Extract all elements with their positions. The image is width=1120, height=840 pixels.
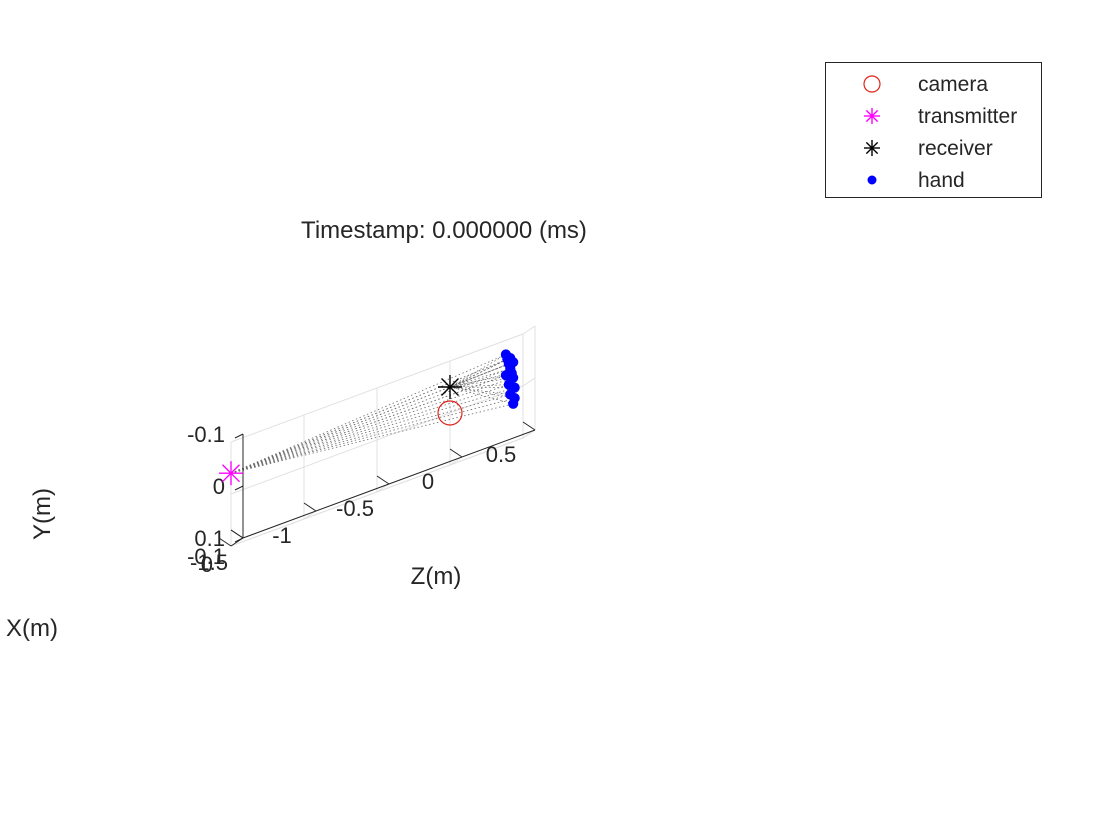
signal-path <box>449 368 511 388</box>
signal-path <box>449 386 515 389</box>
x-tick-label: 0 <box>201 552 213 577</box>
x-tick <box>230 529 244 539</box>
axes <box>218 421 536 547</box>
grid-line <box>449 456 463 466</box>
z-tick-label: -1.5 <box>190 550 228 575</box>
data-marks <box>219 349 520 486</box>
hand-marker <box>500 370 511 381</box>
signal-path <box>230 397 515 474</box>
z-tick <box>376 475 390 485</box>
legend-receiver-icon <box>864 140 880 156</box>
z-tick <box>449 448 463 458</box>
asterisk-stroke <box>865 109 879 123</box>
signal-path <box>449 354 507 388</box>
legend-hand-icon <box>867 175 877 185</box>
z-tick-label: -0.5 <box>336 496 374 521</box>
signal-path <box>230 361 514 474</box>
z-tick-label: 0.5 <box>486 442 517 467</box>
legend-transmitter-icon <box>864 108 880 124</box>
hand-marker <box>505 389 516 400</box>
y-tick-label: 0.1 <box>194 526 225 551</box>
grid-line <box>522 429 536 439</box>
z-tick <box>303 502 317 512</box>
x-axis-label: X(m) <box>6 615 58 642</box>
grid-line <box>230 385 524 495</box>
signal-path <box>449 386 515 399</box>
signal-path <box>230 368 511 474</box>
y-tick <box>234 485 244 491</box>
y-tick <box>234 537 244 543</box>
legend-label-transmitter: transmitter <box>918 105 1017 128</box>
grid-line <box>230 437 524 547</box>
legend: camera transmitter receiver hand <box>825 62 1042 198</box>
signal-path <box>230 377 514 474</box>
y-tick-label: -0.1 <box>187 422 225 447</box>
asterisk-stroke <box>441 378 459 396</box>
z-tick-label: -1 <box>272 523 292 548</box>
tick-labels: -1.5-1-0.500.5-0.100.1-0.10 <box>187 422 516 577</box>
grid-line <box>303 510 317 520</box>
signal-path <box>230 403 514 474</box>
signal-path <box>449 372 512 388</box>
signal-path <box>449 357 511 388</box>
grid-line <box>376 483 390 493</box>
asterisk-stroke <box>222 464 240 483</box>
z-axis-label: Z(m) <box>411 563 462 590</box>
asterisk-stroke <box>865 141 879 155</box>
signal-path <box>449 377 514 388</box>
signal-path <box>449 374 506 388</box>
hand-marker <box>508 398 519 409</box>
x-tick <box>218 537 232 547</box>
y-tick <box>234 433 244 439</box>
grid-line <box>230 333 524 443</box>
signal-path <box>230 394 511 474</box>
hand-marker <box>508 357 519 368</box>
y-axis-label: Y(m) <box>29 488 56 540</box>
x-tick-label: -0.1 <box>187 544 225 569</box>
camera-marker <box>437 400 463 426</box>
transmitter-marker <box>219 461 243 486</box>
hand-marker <box>503 379 514 390</box>
z-tick-label: 0 <box>422 469 434 494</box>
signal-path <box>449 386 514 405</box>
legend-label-camera: camera <box>918 73 988 96</box>
receiver-marker <box>438 375 462 399</box>
signal-path <box>230 384 509 474</box>
signal-paths <box>230 354 515 474</box>
signal-path <box>230 387 515 474</box>
legend-camera-icon <box>863 75 881 93</box>
legend-box <box>825 62 1042 198</box>
grid-line <box>522 377 536 387</box>
legend-label-receiver: receiver <box>918 137 993 160</box>
grid-line <box>522 325 536 335</box>
signal-path <box>449 361 514 388</box>
chart-title: Timestamp: 0.000000 (ms) <box>301 217 587 244</box>
z-tick <box>522 421 536 431</box>
y-tick-label: 0 <box>213 474 225 499</box>
signal-path <box>230 374 507 474</box>
legend-label-hand: hand <box>918 169 965 192</box>
